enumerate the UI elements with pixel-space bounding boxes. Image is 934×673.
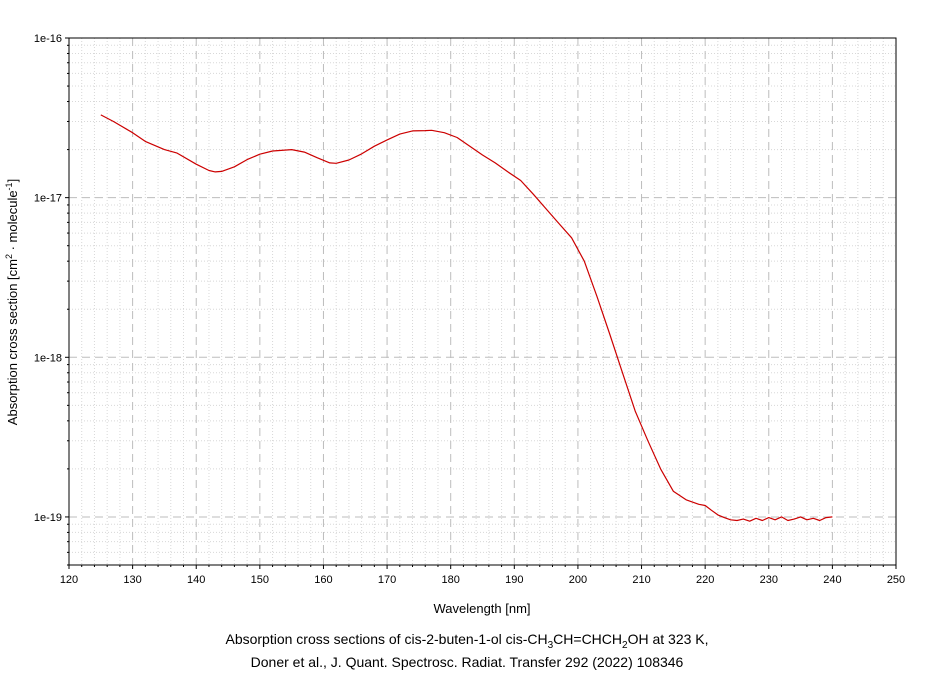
y-tick-label: 1e-19 (34, 512, 62, 524)
x-tick-label: 160 (314, 574, 332, 586)
x-tick-label: 120 (60, 574, 78, 586)
plot-frame (68, 37, 897, 566)
x-axis-label: Wavelength [nm] (433, 601, 530, 616)
x-tick-label: 180 (442, 574, 460, 586)
x-tick-label: 140 (187, 574, 205, 586)
x-tick-label: 250 (887, 574, 905, 586)
y-tick-label: 1e-17 (34, 193, 62, 205)
x-tick-label: 130 (123, 574, 141, 586)
caption-line-1: Absorption cross sections of cis-2-buten… (225, 631, 709, 651)
x-tick-label: 170 (378, 574, 396, 586)
x-tick-label: 150 (251, 574, 269, 586)
minor-grid (69, 38, 896, 566)
caption-line-2: Doner et al., J. Quant. Spectrosc. Radia… (250, 654, 684, 670)
x-tick-label: 210 (632, 574, 650, 586)
x-axis: 120 130 140 150 160 170 180 190 200 210 220 230 240 2… (60, 565, 905, 586)
x-tick-label: 240 (823, 574, 841, 586)
chart-area: 120 130 140 150 160 170 180 190 200 210 220 230 240 2… (4, 33, 905, 616)
x-tick-label: 190 (505, 574, 523, 586)
x-tick-label: 220 (696, 574, 714, 586)
y-axis: 1e-16 1e-17 1e-18 1e-19 (34, 33, 69, 566)
x-tick-label: 230 (760, 574, 778, 586)
series-line (100, 114, 833, 522)
y-axis-label: Absorption cross section [cm2 · molecule… (4, 179, 20, 425)
major-grid (69, 38, 896, 565)
y-tick-label: 1e-18 (34, 352, 62, 364)
x-tick-label: 200 (569, 574, 587, 586)
y-tick-label: 1e-16 (34, 33, 62, 45)
